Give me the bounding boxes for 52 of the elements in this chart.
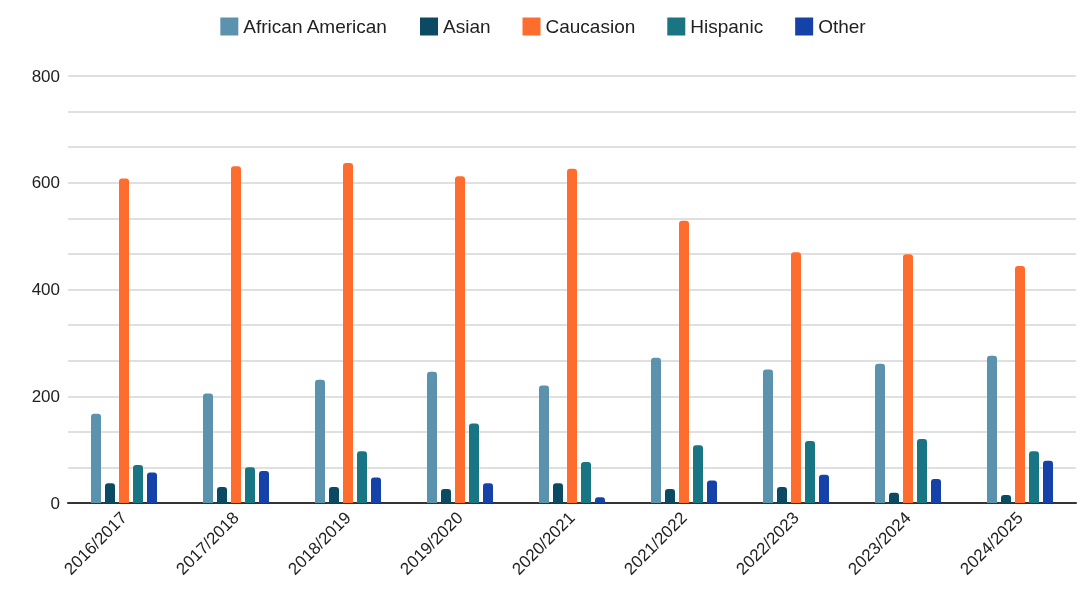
bar xyxy=(441,489,451,503)
legend-label: African American xyxy=(243,16,387,37)
bar xyxy=(119,178,129,503)
bar xyxy=(651,357,661,503)
bar xyxy=(455,176,465,503)
y-tick-label: 600 xyxy=(31,173,60,193)
bar xyxy=(707,480,717,503)
bar xyxy=(231,166,241,503)
bar xyxy=(483,483,493,503)
bar xyxy=(931,478,941,503)
bar xyxy=(903,254,913,503)
bar xyxy=(665,489,675,503)
bar xyxy=(777,486,787,503)
bar xyxy=(203,393,213,503)
bar xyxy=(147,472,157,503)
bar xyxy=(679,220,689,503)
bar xyxy=(427,371,437,503)
legend-label: Caucasion xyxy=(545,16,636,37)
bar xyxy=(91,413,101,503)
y-tick-label: 800 xyxy=(31,66,60,86)
bar xyxy=(791,252,801,503)
bar xyxy=(1015,266,1025,503)
bar xyxy=(133,465,143,503)
bar xyxy=(819,474,829,503)
y-tick-label: 200 xyxy=(31,386,60,406)
bar xyxy=(875,363,885,503)
bar xyxy=(245,467,255,503)
bar xyxy=(105,483,115,503)
legend-label: Asian xyxy=(442,16,491,37)
legend-label: Hispanic xyxy=(690,16,764,37)
bar xyxy=(329,486,339,503)
bar xyxy=(1029,451,1039,503)
y-tick-label: 400 xyxy=(31,280,60,299)
bar xyxy=(371,477,381,503)
bar xyxy=(343,163,353,503)
bar xyxy=(539,385,549,503)
bar xyxy=(315,379,325,503)
legend-label: Other xyxy=(818,16,867,37)
y-tick-label: 0 xyxy=(50,493,60,513)
bar xyxy=(217,486,227,503)
bar xyxy=(987,355,997,503)
bar xyxy=(567,168,577,503)
bar xyxy=(581,461,591,503)
bar xyxy=(553,483,563,503)
bar xyxy=(763,369,773,503)
bar xyxy=(805,441,815,503)
bar xyxy=(259,470,269,503)
bar xyxy=(469,423,479,503)
bar xyxy=(917,438,927,503)
bar xyxy=(357,451,367,503)
bar xyxy=(1043,460,1053,503)
bar xyxy=(693,445,703,503)
